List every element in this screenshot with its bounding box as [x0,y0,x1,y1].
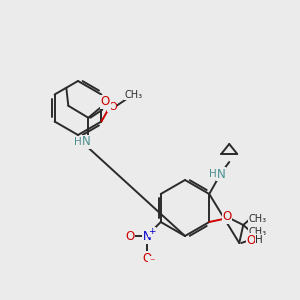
Text: CH₃: CH₃ [248,227,266,237]
Text: O: O [142,251,152,265]
Text: N: N [142,230,151,244]
Text: ⁻: ⁻ [149,257,154,267]
Text: O: O [247,233,256,247]
Text: O: O [108,101,117,112]
Text: H: H [255,235,263,245]
Text: O: O [101,95,110,108]
Text: CH₃: CH₃ [248,214,266,224]
Text: O: O [125,230,134,242]
Text: +: + [148,227,155,236]
Text: O: O [223,211,232,224]
Text: H: H [209,169,217,179]
Text: CH₃: CH₃ [124,89,142,100]
Text: N: N [217,167,226,181]
Text: H: H [74,137,82,147]
Text: N: N [82,135,91,148]
